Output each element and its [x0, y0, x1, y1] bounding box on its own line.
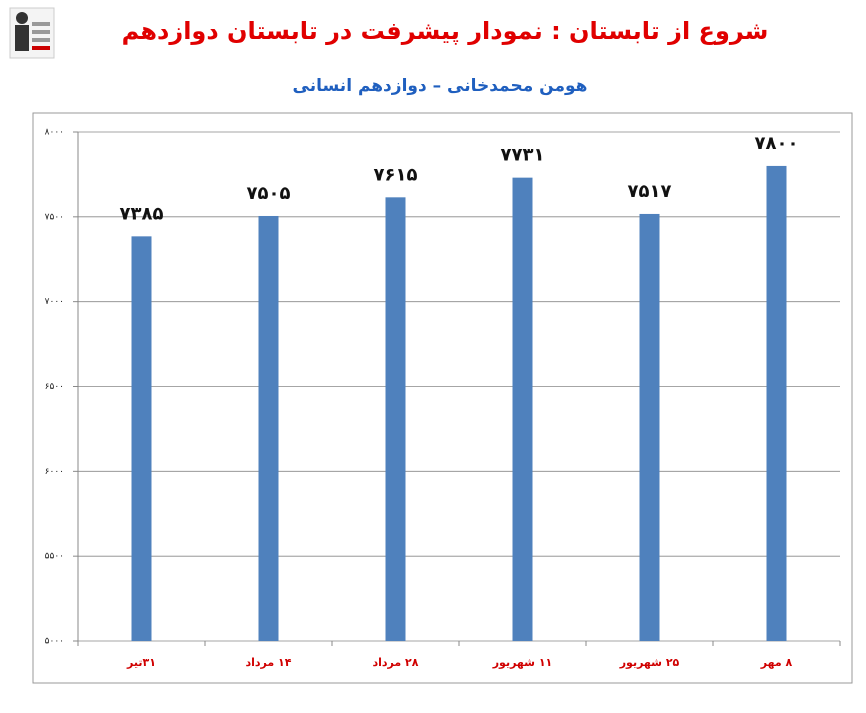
value-label: ۷۵۰۵	[247, 183, 291, 204]
value-label: ۷۶۱۵	[374, 164, 418, 185]
x-tick-label: ۲۸ مرداد	[373, 656, 419, 669]
y-tick-label: ۸۰۰۰	[45, 128, 64, 138]
value-label: ۷۵۱۷	[628, 181, 672, 202]
y-tick-label: ۶۰۰۰	[45, 467, 64, 477]
value-label: ۷۷۳۱	[501, 145, 545, 166]
logo	[9, 7, 55, 59]
value-label: ۷۸۰۰	[755, 133, 799, 154]
chart-title: شروع از تابستان : نمودار پیشرفت در تابست…	[122, 17, 769, 45]
chart-frame	[32, 112, 853, 684]
x-tick-label: ۱۱ شهریور	[492, 656, 553, 669]
y-tick-label: ۷۵۰۰	[45, 212, 64, 222]
bar	[131, 236, 152, 641]
bar	[258, 215, 279, 642]
bar	[385, 197, 406, 642]
bar	[766, 165, 787, 641]
x-tick-label: ۸ مهر	[760, 656, 793, 669]
y-tick-label: ۷۰۰۰	[45, 297, 64, 307]
bar	[512, 177, 533, 642]
y-tick-label: ۵۵۰۰	[45, 552, 64, 562]
chart-subtitle: هومن محمدخانی – دوازدهم انسانی	[293, 76, 588, 96]
y-tick-label: ۵۰۰۰	[45, 637, 64, 647]
x-tick-label: ۲۵ شهریور	[619, 656, 680, 669]
bar	[639, 213, 660, 641]
value-label: ۷۳۸۵	[120, 203, 164, 224]
x-tick-label: ۳۱تیر	[126, 656, 156, 669]
x-tick-label: ۱۴ مرداد	[246, 656, 292, 669]
y-tick-label: ۶۵۰۰	[45, 382, 64, 392]
